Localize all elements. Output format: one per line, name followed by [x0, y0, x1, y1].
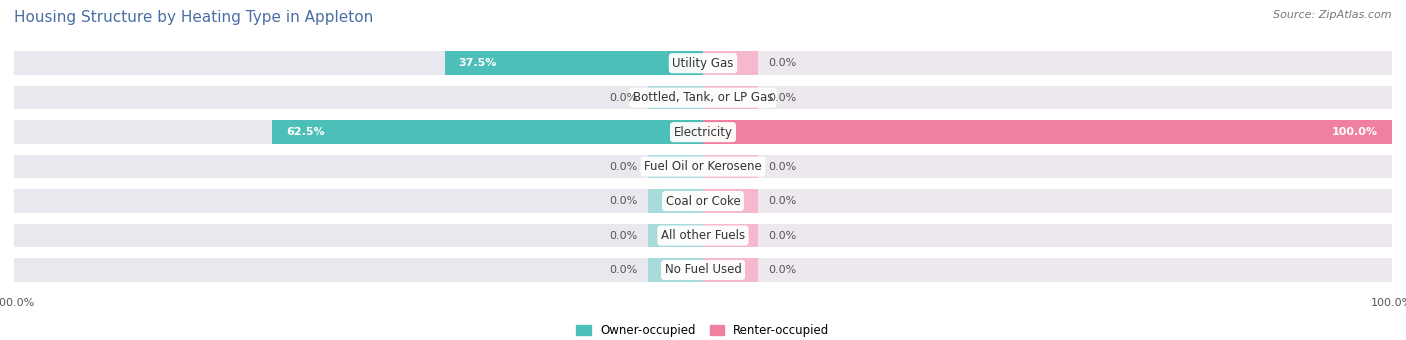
- Text: 100.0%: 100.0%: [1331, 127, 1378, 137]
- Text: 0.0%: 0.0%: [769, 196, 797, 206]
- Text: 0.0%: 0.0%: [609, 265, 637, 275]
- Text: 0.0%: 0.0%: [769, 162, 797, 172]
- Bar: [703, 224, 758, 247]
- Bar: [14, 189, 703, 213]
- Bar: [703, 155, 1392, 178]
- Legend: Owner-occupied, Renter-occupied: Owner-occupied, Renter-occupied: [572, 319, 834, 340]
- Bar: [648, 155, 703, 178]
- Text: 0.0%: 0.0%: [609, 93, 637, 103]
- Bar: [14, 155, 703, 178]
- Text: Electricity: Electricity: [673, 126, 733, 139]
- Bar: [14, 120, 703, 144]
- Bar: [648, 258, 703, 282]
- Bar: [14, 258, 703, 282]
- Bar: [648, 224, 703, 247]
- Bar: [703, 258, 758, 282]
- Bar: [703, 155, 758, 178]
- Bar: [703, 51, 758, 75]
- Bar: [273, 120, 703, 144]
- Text: 37.5%: 37.5%: [458, 58, 496, 68]
- Bar: [648, 86, 703, 109]
- Text: Fuel Oil or Kerosene: Fuel Oil or Kerosene: [644, 160, 762, 173]
- Text: 62.5%: 62.5%: [287, 127, 325, 137]
- Text: Source: ZipAtlas.com: Source: ZipAtlas.com: [1274, 10, 1392, 20]
- Bar: [703, 224, 1392, 247]
- Bar: [14, 224, 703, 247]
- Text: 0.0%: 0.0%: [769, 231, 797, 240]
- Text: 0.0%: 0.0%: [609, 196, 637, 206]
- Text: 0.0%: 0.0%: [609, 162, 637, 172]
- Text: 0.0%: 0.0%: [769, 265, 797, 275]
- Bar: [703, 189, 758, 213]
- Text: No Fuel Used: No Fuel Used: [665, 264, 741, 276]
- Bar: [648, 189, 703, 213]
- Bar: [703, 86, 758, 109]
- Bar: [703, 258, 1392, 282]
- Bar: [14, 51, 703, 75]
- Bar: [703, 51, 1392, 75]
- Text: Housing Structure by Heating Type in Appleton: Housing Structure by Heating Type in App…: [14, 10, 374, 25]
- Text: 0.0%: 0.0%: [769, 58, 797, 68]
- Bar: [703, 189, 1392, 213]
- Text: 0.0%: 0.0%: [769, 93, 797, 103]
- Bar: [14, 86, 703, 109]
- Text: All other Fuels: All other Fuels: [661, 229, 745, 242]
- Text: Utility Gas: Utility Gas: [672, 57, 734, 70]
- Bar: [703, 120, 1392, 144]
- Bar: [703, 120, 1392, 144]
- Bar: [444, 51, 703, 75]
- Bar: [703, 86, 1392, 109]
- Text: Coal or Coke: Coal or Coke: [665, 194, 741, 207]
- Text: Bottled, Tank, or LP Gas: Bottled, Tank, or LP Gas: [633, 91, 773, 104]
- Text: 0.0%: 0.0%: [609, 231, 637, 240]
